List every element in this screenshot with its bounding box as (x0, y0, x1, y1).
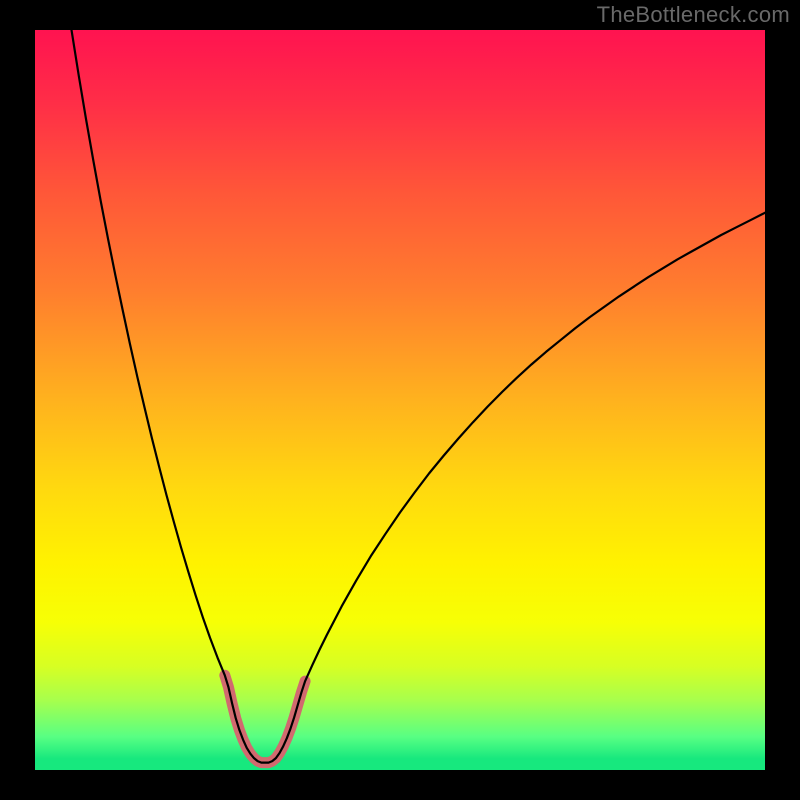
watermark-text: TheBottleneck.com (597, 2, 790, 28)
stage: TheBottleneck.com (0, 0, 800, 800)
chart-background (35, 30, 765, 770)
bottleneck-curve-chart (0, 0, 800, 800)
